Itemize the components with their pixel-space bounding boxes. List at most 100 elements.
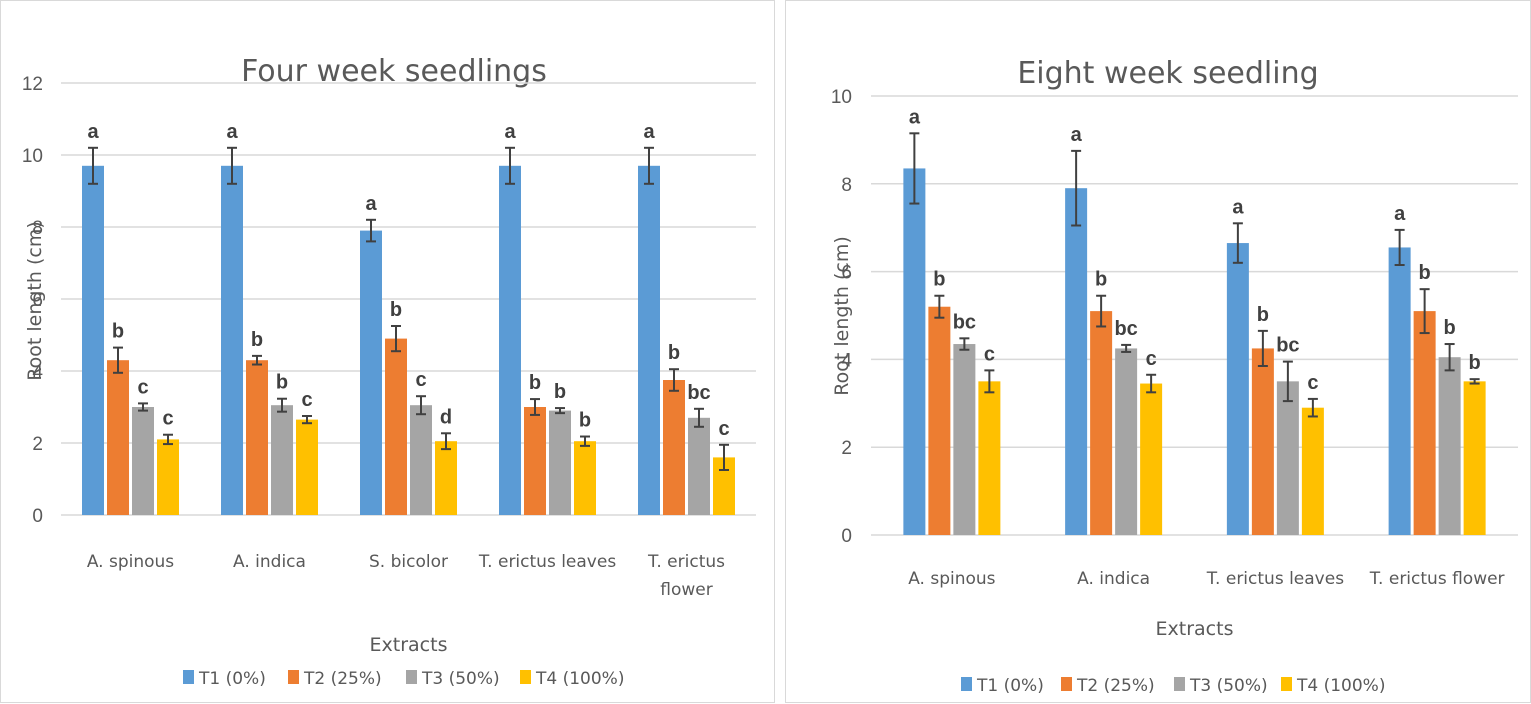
significance-letter: a: [1232, 196, 1244, 218]
x-axis-label: Extracts: [1156, 618, 1234, 640]
y-tick-label: 10: [22, 146, 43, 167]
legend-label: T3 (50%): [421, 669, 500, 689]
bar: [296, 419, 318, 515]
significance-letter: a: [1394, 203, 1406, 225]
bar: [157, 439, 179, 515]
significance-letter: b: [579, 410, 591, 432]
bar: [410, 405, 432, 515]
significance-letter: bc: [687, 382, 710, 404]
significance-letter: bc: [953, 311, 976, 333]
significance-letter: b: [276, 372, 288, 394]
significance-letter: a: [1071, 124, 1083, 146]
significance-letter: c: [984, 343, 995, 365]
bar: [435, 441, 457, 515]
bar: [1251, 348, 1274, 535]
bar: [1463, 381, 1486, 535]
x-tick-label: T. erictus leaves: [478, 552, 617, 572]
x-tick-label: A. spinous: [908, 569, 995, 589]
legend-label: T4 (100%): [1296, 676, 1385, 696]
bar: [271, 405, 293, 515]
x-axis-label: Extracts: [370, 634, 448, 656]
significance-letter: a: [643, 121, 655, 143]
significance-letter: b: [554, 381, 566, 403]
bar: [82, 165, 104, 516]
chart-panel-eight-week: Eight week seedling 0 2 4 6 8 10 Root length (c…: [785, 0, 1531, 703]
legend-swatch: [1281, 677, 1292, 691]
bar: [1115, 348, 1138, 535]
y-tick-label: 4: [32, 362, 43, 383]
bar: [953, 344, 976, 535]
y-axis-label: Root length (cm): [831, 236, 853, 395]
x-tick-label: flower: [660, 580, 712, 600]
y-tick-label: 2: [841, 438, 852, 459]
bar: [132, 407, 154, 515]
y-tick-label: 12: [22, 74, 43, 95]
x-tick-label: A. spinous: [87, 552, 174, 572]
significance-letter: c: [162, 408, 173, 430]
y-tick-label: 6: [32, 290, 43, 311]
significance-letter: c: [137, 376, 148, 398]
legend-label: T3 (50%): [1189, 676, 1268, 696]
significance-letter: b: [529, 372, 541, 394]
significance-letter: d: [440, 406, 452, 428]
bar: [1226, 243, 1249, 535]
bar: [1090, 311, 1113, 535]
significance-letter: b: [1419, 262, 1431, 284]
legend-label: T1 (0%): [198, 669, 266, 689]
legend-swatch: [183, 670, 194, 684]
bar: [1301, 407, 1324, 535]
legend-label: T2 (25%): [303, 669, 382, 689]
bar: [1065, 188, 1088, 535]
significance-letter: b: [1257, 304, 1269, 326]
significance-letter: b: [1444, 317, 1456, 339]
bar: [549, 410, 571, 515]
significance-letter: b: [933, 269, 945, 291]
bar: [385, 338, 407, 515]
bar: [903, 168, 926, 535]
x-tick-label: T. erictus leaves: [1206, 569, 1345, 589]
significance-letter: a: [87, 121, 99, 143]
significance-letter: b: [668, 342, 680, 364]
y-tick-label: 8: [32, 218, 43, 239]
y-tick-label: 4: [841, 350, 852, 371]
significance-letter: c: [415, 369, 426, 391]
x-tick-label: T. erictus flower: [1369, 569, 1505, 589]
significance-letter: c: [301, 389, 312, 411]
bar: [1438, 357, 1461, 535]
y-axis-label: Root length (cm): [24, 221, 46, 380]
x-tick-label: T. erictus: [647, 552, 725, 572]
bar: [221, 165, 243, 516]
bar: [524, 407, 546, 515]
bar: [978, 381, 1001, 535]
legend-swatch: [520, 670, 531, 684]
legend-label: T1 (0%): [976, 676, 1044, 696]
bar: [360, 230, 382, 515]
bar: [663, 380, 685, 515]
significance-letter: b: [1095, 269, 1107, 291]
chart-eight-week-seedling: Eight week seedling 0 2 4 6 8 10 Root length (c…: [831, 56, 1518, 696]
bar: [713, 457, 735, 515]
significance-letter: b: [112, 321, 124, 343]
y-tick-label: 10: [831, 87, 852, 108]
significance-letter: c: [718, 418, 729, 440]
bar: [499, 165, 521, 516]
x-tick-label: A. indica: [1077, 569, 1150, 589]
significance-letter: b: [251, 329, 263, 351]
bar: [1413, 311, 1436, 535]
significance-letter: b: [1469, 352, 1481, 374]
significance-letter: bc: [1276, 335, 1299, 357]
chart-panel-four-week: Four week seedlings 0 2 4 6 8 10 12 Root length …: [0, 0, 775, 703]
bar: [928, 306, 951, 535]
bar: [574, 441, 596, 515]
bar: [1140, 383, 1163, 535]
bar: [1388, 247, 1411, 535]
significance-letter: c: [1307, 372, 1318, 394]
y-tick-label: 8: [841, 175, 852, 196]
significance-letter: c: [1146, 348, 1157, 370]
bar: [1276, 381, 1299, 535]
legend-swatch: [1174, 677, 1185, 691]
bar: [246, 360, 268, 515]
y-tick-label: 0: [841, 526, 852, 547]
legend-swatch: [961, 677, 972, 691]
